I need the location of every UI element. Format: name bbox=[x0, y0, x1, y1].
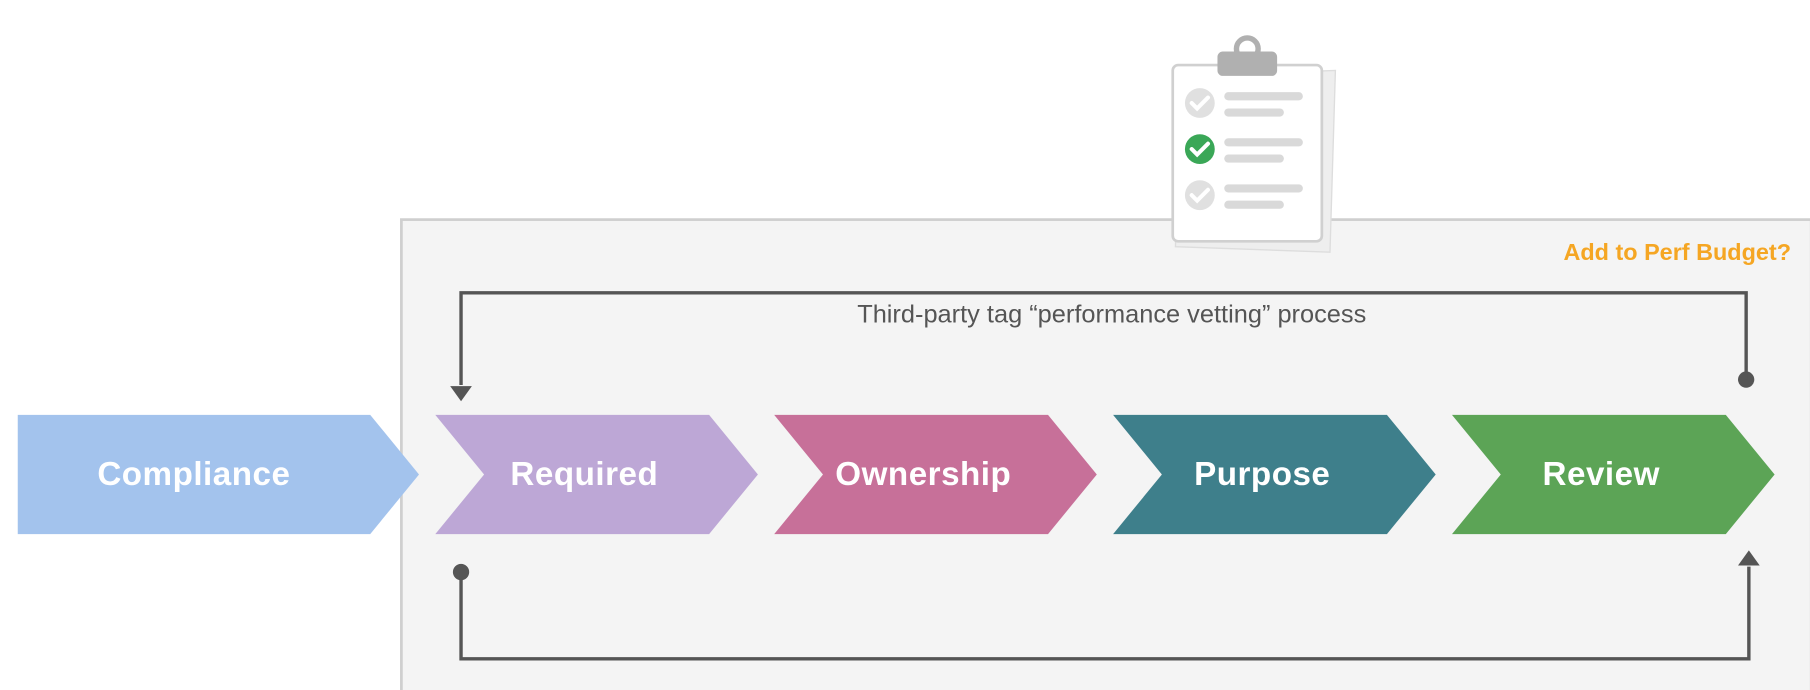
chevron-label-ownership: Ownership bbox=[835, 456, 1011, 494]
clipboard-icon bbox=[1173, 38, 1336, 252]
background-svg bbox=[0, 0, 1810, 690]
diagram-stage: { "canvas": { "width": 1810, "height": 6… bbox=[0, 0, 1810, 690]
chevron-label-review: Review bbox=[1543, 456, 1660, 494]
perf-budget-label: Add to Perf Budget? bbox=[1563, 239, 1791, 266]
process-title: Third-party tag “performance vetting” pr… bbox=[857, 300, 1366, 329]
chevron-label-compliance: Compliance bbox=[97, 456, 290, 494]
chevron-label-required: Required bbox=[510, 456, 658, 494]
chevron-label-purpose: Purpose bbox=[1194, 456, 1330, 494]
